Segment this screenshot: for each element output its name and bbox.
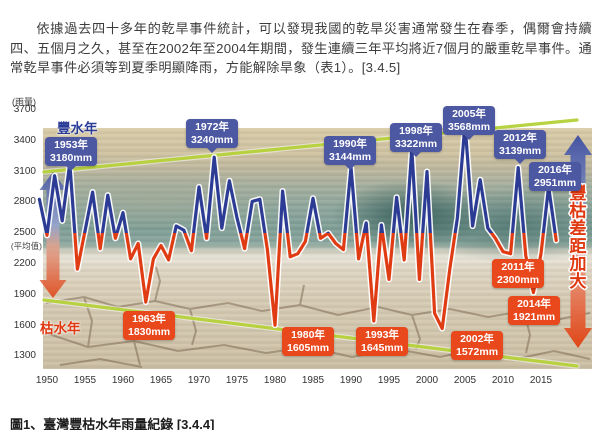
wet-year-label-box-year: 2005年: [452, 108, 486, 120]
wet-year-label-box-year: 2012年: [503, 132, 537, 144]
wet-year-label-box-value: 3180mm: [50, 151, 93, 164]
y-axis-tick: 3700: [13, 104, 36, 115]
x-axis-tick: 1990: [339, 375, 363, 386]
wet-year-label-box-value: 3568mm: [448, 120, 491, 133]
wet-year-label-box-year: 1990年: [333, 138, 367, 150]
wet-year-label-box: 2005年 3568mm: [443, 106, 496, 140]
right-arrow-label-char: 枯: [570, 201, 587, 221]
dry-series-label: 枯水年: [40, 321, 81, 336]
wet-year-label-box-year: 1998年: [399, 125, 433, 137]
x-axis-tick: 1970: [187, 375, 211, 386]
dry-year-label-box-year: 1993年: [365, 329, 399, 341]
figure-caption: 圖1、臺灣豐枯水年雨量紀錄 [3.4.4]: [10, 417, 215, 430]
dry-year-label-box: 1993年 1645mm: [356, 327, 409, 356]
dry-year-label-box-year: 2011年: [501, 261, 535, 273]
y-axis-tick: 1900: [13, 288, 36, 300]
dry-year-label-box-value: 1605mm: [287, 341, 330, 354]
dry-year-label-box-value: 1921mm: [513, 310, 556, 323]
wet-year-label-box-value: 2951mm: [534, 176, 577, 189]
y-axis-tick: 2800: [13, 196, 36, 208]
wet-year-label-box: 1953年 3180mm: [45, 137, 98, 171]
y-axis-tick: 3100: [13, 165, 36, 177]
right-arrow-label-char: 大: [570, 271, 587, 291]
y-axis-tick: 1600: [13, 319, 36, 331]
dry-year-label-box-year: 2014年: [517, 298, 551, 310]
dry-year-label-box-value: 1645mm: [361, 341, 404, 354]
wet-year-label-box-value: 3139mm: [499, 144, 542, 157]
right-arrow-label-char: 差: [570, 218, 587, 238]
x-axis-tick: 1965: [149, 375, 173, 386]
y-axis-tick: 3400: [13, 134, 36, 146]
x-axis-tick: 1995: [377, 375, 401, 386]
y-axis-tick: 1300: [13, 350, 36, 362]
wet-year-label-box-year: 1953年: [54, 139, 88, 151]
wet-year-label-box: 1998年 3322mm: [390, 123, 443, 157]
dry-year-label-box-value: 1572mm: [456, 345, 499, 358]
x-axis-tick: 1975: [225, 375, 249, 386]
rainfall-chart: 豐枯差距加大 (雨量) (平均值) 豐水年 枯水年 3700 3400 3100 28…: [0, 95, 600, 390]
divergence-arrow-left: [39, 172, 67, 298]
wet-year-label-box-year: 2016年: [538, 164, 572, 176]
y-axis-tick: 2500: [13, 227, 36, 239]
dry-year-label-box-year: 2002年: [460, 333, 494, 345]
x-axis-tick: 1955: [73, 375, 97, 386]
dry-year-label-box-year: 1980年: [291, 329, 325, 341]
right-arrow-label-char: 加: [569, 254, 587, 273]
x-axis-tick: 1980: [263, 375, 287, 386]
dry-year-label-box: 2002年 1572mm: [451, 331, 504, 360]
wet-year-label-box-value: 3240mm: [191, 133, 234, 146]
dry-year-label-box-value: 2300mm: [497, 273, 540, 286]
intro-paragraph: 依據過去四十多年的乾旱事件統計，可以發現我國的乾旱災害通常發生在春季，偶爾會持續…: [10, 21, 592, 76]
dry-year-label-box-value: 1830mm: [128, 325, 171, 338]
wet-year-label-box-value: 3322mm: [395, 137, 438, 150]
wet-year-label-box: 1990年 3144mm: [324, 136, 377, 170]
x-axis-tick: 2015: [529, 375, 553, 386]
dry-year-label-box: 1963年 1830mm: [123, 311, 176, 340]
x-axis-tick: 1950: [35, 375, 59, 386]
wet-year-label-box: 1972年 3240mm: [186, 119, 239, 153]
dry-year-label-box: 1980年 1605mm: [282, 327, 335, 356]
x-axis-tick: 2000: [415, 375, 439, 386]
y-axis-tick: 2200: [13, 258, 36, 269]
rainfall-line: [37, 122, 558, 331]
wet-year-label-box: 2016年 2951mm: [529, 162, 582, 191]
wet-year-label-box-value: 3144mm: [329, 150, 372, 163]
dry-year-label-box: 2011年 2300mm: [492, 259, 545, 288]
x-axis-tick: 1960: [111, 375, 135, 386]
y-axis-unit-label: (雨量): [12, 97, 36, 107]
dry-year-label-box-year: 1963年: [132, 313, 166, 325]
x-axis-tick: 1985: [301, 375, 325, 386]
right-arrow-label-char: 距: [570, 237, 587, 256]
y-axis-mean-label: (平均值): [10, 241, 42, 251]
x-axis-tick: 2010: [491, 375, 515, 386]
x-axis-tick: 2005: [453, 375, 477, 386]
rainfall-line-outline: [36, 120, 560, 332]
wet-year-label-box: 2012年 3139mm: [494, 130, 547, 164]
wet-year-label-box-year: 1972年: [195, 121, 229, 133]
dry-year-label-box: 2014年 1921mm: [508, 296, 561, 325]
wet-series-label: 豐水年: [57, 121, 98, 136]
